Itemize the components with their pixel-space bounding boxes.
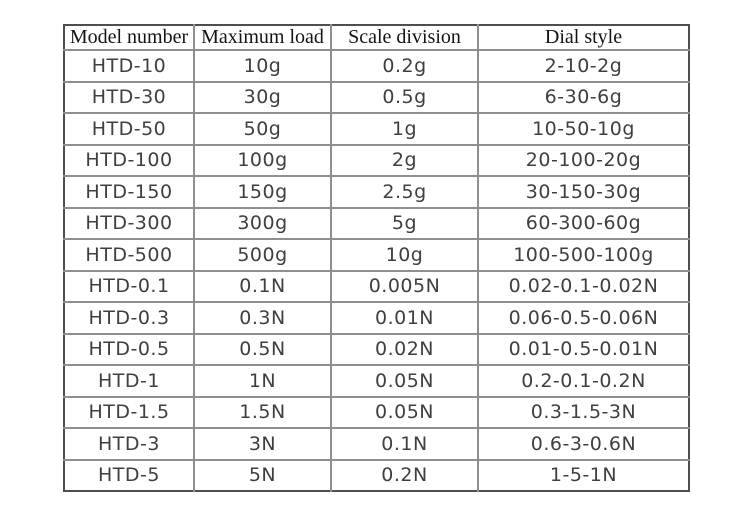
cell-model-number: HTD-150 bbox=[64, 176, 195, 209]
cell-dial-style: 0.2-0.1-0.2N bbox=[478, 365, 689, 398]
table-row: HTD-1 1N 0.05N 0.2-0.1-0.2N bbox=[64, 365, 689, 398]
cell-maximum-load: 1.5N bbox=[194, 396, 332, 429]
cell-dial-style: 30-150-30g bbox=[478, 176, 689, 209]
cell-model-number: HTD-0.1 bbox=[64, 270, 195, 303]
cell-model-number: HTD-0.5 bbox=[64, 333, 195, 366]
table-row: HTD-0.1 0.1N 0.005N 0.02-0.1-0.02N bbox=[64, 270, 689, 303]
cell-scale-division: 2g bbox=[331, 144, 479, 177]
cell-model-number: HTD-30 bbox=[64, 81, 195, 114]
cell-dial-style: 100-500-100g bbox=[478, 239, 689, 272]
cell-maximum-load: 100g bbox=[194, 144, 332, 177]
cell-scale-division: 1g bbox=[331, 113, 479, 146]
cell-model-number: HTD-500 bbox=[64, 239, 195, 272]
cell-scale-division: 10g bbox=[331, 239, 479, 272]
table-row: HTD-10 10g 0.2g 2-10-2g bbox=[64, 50, 689, 83]
cell-scale-division: 0.5g bbox=[331, 81, 479, 114]
cell-maximum-load: 30g bbox=[194, 81, 332, 114]
table-row: HTD-300 300g 5g 60-300-60g bbox=[64, 207, 689, 240]
cell-maximum-load: 1N bbox=[194, 365, 332, 398]
cell-model-number: HTD-1 bbox=[64, 365, 195, 398]
table-row: HTD-3 3N 0.1N 0.6-3-0.6N bbox=[64, 428, 689, 461]
cell-maximum-load: 0.5N bbox=[194, 333, 332, 366]
col-header-maximum-load: Maximum load bbox=[194, 25, 332, 51]
cell-dial-style: 2-10-2g bbox=[478, 50, 689, 83]
table-row: HTD-150 150g 2.5g 30-150-30g bbox=[64, 176, 689, 209]
cell-scale-division: 0.02N bbox=[331, 333, 479, 366]
cell-scale-division: 0.2N bbox=[331, 459, 479, 491]
table-row: HTD-100 100g 2g 20-100-20g bbox=[64, 144, 689, 177]
table-row: HTD-0.5 0.5N 0.02N 0.01-0.5-0.01N bbox=[64, 333, 689, 366]
cell-scale-division: 5g bbox=[331, 207, 479, 240]
cell-scale-division: 0.01N bbox=[331, 302, 479, 335]
cell-scale-division: 0.05N bbox=[331, 396, 479, 429]
cell-model-number: HTD-3 bbox=[64, 428, 195, 461]
cell-dial-style: 1-5-1N bbox=[549, 464, 618, 487]
cell-maximum-load: 5N bbox=[194, 459, 332, 491]
spec-table: Model number Maximum load Scale division… bbox=[63, 24, 690, 492]
cell-scale-division: 0.1N bbox=[331, 428, 479, 461]
cell-model-number: HTD-100 bbox=[64, 144, 195, 177]
cell-maximum-load: 3N bbox=[194, 428, 332, 461]
table-row: HTD-30 30g 0.5g 6-30-6g bbox=[64, 81, 689, 114]
cell-maximum-load: 500g bbox=[194, 239, 332, 272]
cell-maximum-load: 50g bbox=[194, 113, 332, 146]
cell-model-number: HTD-1.5 bbox=[64, 396, 195, 429]
cell-maximum-load: 0.3N bbox=[194, 302, 332, 335]
cell-dial-style: 0.06-0.5-0.06N bbox=[478, 302, 689, 335]
cell-model-number: HTD-10 bbox=[64, 50, 195, 83]
cell-model-number: HTD-0.3 bbox=[64, 302, 195, 335]
table-row: HTD-1.5 1.5N 0.05N 0.3-1.5-3N bbox=[64, 396, 689, 429]
cell-dial-style: 0.3-1.5-3N bbox=[478, 396, 689, 429]
header-row: Model number Maximum load Scale division… bbox=[64, 25, 689, 51]
cell-model-number: HTD-50 bbox=[64, 113, 195, 146]
table-row: HTD-0.3 0.3N 0.01N 0.06-0.5-0.06N bbox=[64, 302, 689, 335]
cell-dial-style: 20-100-20g bbox=[478, 144, 689, 177]
cell-dial-style: 60-300-60g bbox=[478, 207, 689, 240]
cell-dial-style: 10-50-10g bbox=[478, 113, 689, 146]
cell-model-number: HTD-5 bbox=[64, 459, 195, 491]
table-row: HTD-50 50g 1g 10-50-10g bbox=[64, 113, 689, 146]
cell-model-number: HTD-300 bbox=[64, 207, 195, 240]
table-row: HTD-5 5N 0.2N 1-5-1N bbox=[64, 459, 689, 491]
cell-maximum-load: 150g bbox=[194, 176, 332, 209]
col-header-scale-division: Scale division bbox=[331, 25, 479, 51]
cell-maximum-load: 10g bbox=[194, 50, 332, 83]
cell-dial-style: 0.01-0.5-0.01N bbox=[478, 333, 689, 366]
cell-scale-division: 0.05N bbox=[331, 365, 479, 398]
col-header-model-number: Model number bbox=[64, 25, 195, 51]
cell-dial-style: 0.02-0.1-0.02N bbox=[478, 270, 689, 303]
table-row: HTD-500 500g 10g 100-500-100g bbox=[64, 239, 689, 272]
cell-scale-division: 0.2g bbox=[331, 50, 479, 83]
cell-maximum-load: 0.1N bbox=[194, 270, 332, 303]
cell-dial-style: 0.6-3-0.6N bbox=[478, 428, 689, 461]
cell-scale-division: 0.005N bbox=[331, 270, 479, 303]
col-header-dial-style: Dial style bbox=[478, 25, 689, 51]
cell-dial-style: 6-30-6g bbox=[478, 81, 689, 114]
cell-maximum-load: 300g bbox=[194, 207, 332, 240]
cell-scale-division: 2.5g bbox=[331, 176, 479, 209]
